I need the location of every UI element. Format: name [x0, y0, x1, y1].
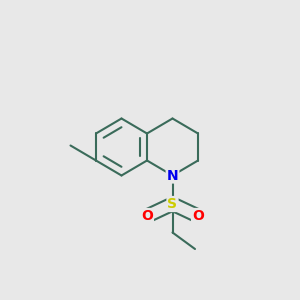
Text: N: N [167, 169, 178, 182]
Text: O: O [192, 209, 204, 223]
Text: S: S [167, 197, 178, 211]
Text: O: O [141, 209, 153, 223]
